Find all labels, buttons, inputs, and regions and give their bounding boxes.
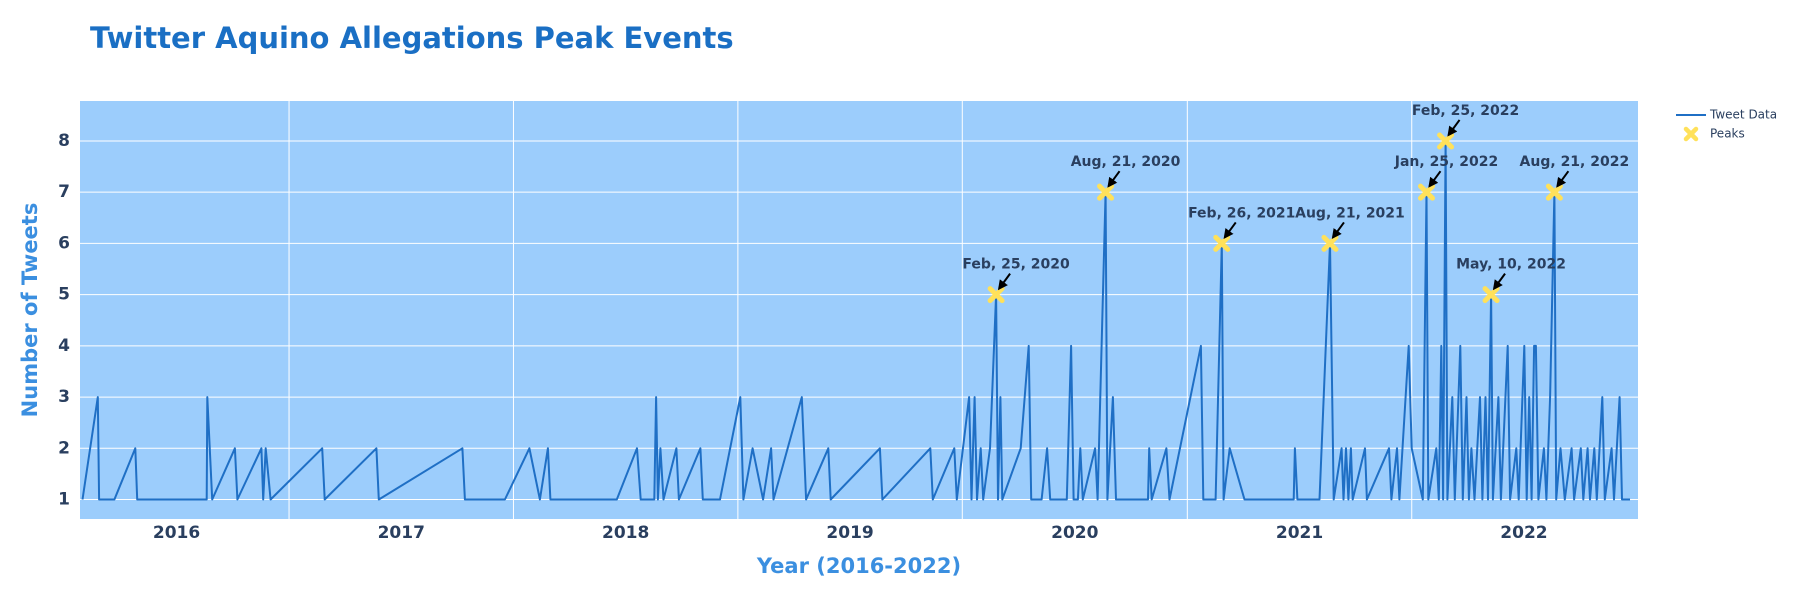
- peak-marker: [1437, 132, 1455, 150]
- y-axis-title: Number of Tweets: [18, 203, 42, 418]
- annotation-label: May, 10, 2022: [1456, 257, 1566, 273]
- peak-marker: [1321, 234, 1339, 252]
- legend-label: Tweet Data: [1709, 108, 1777, 122]
- annotation-arrow: [1556, 170, 1570, 188]
- tweet-line: [81, 140, 1630, 501]
- annotation-label: Aug, 21, 2021: [1295, 205, 1405, 221]
- y-tick-label: 2: [58, 438, 70, 458]
- annotation-label: Aug, 21, 2020: [1071, 154, 1181, 170]
- x-tick-label: 2020: [1051, 523, 1098, 543]
- y-tick-label: 6: [58, 233, 70, 253]
- peak-marker: [1213, 234, 1231, 252]
- y-tick-label: 7: [58, 182, 70, 202]
- annotation-arrow: [1331, 221, 1345, 240]
- x-tick-label: 2019: [826, 523, 873, 543]
- annotation-arrow: [1447, 119, 1461, 137]
- plot-background: [80, 101, 1638, 519]
- x-tick-label: 2017: [378, 523, 425, 543]
- x-axis-title: Year (2016-2022): [756, 554, 961, 578]
- y-tick-label: 8: [58, 131, 70, 151]
- x-tick-label: 2018: [602, 523, 649, 543]
- y-tick-label: 3: [58, 387, 70, 407]
- y-tick-label: 4: [58, 336, 70, 356]
- annotation-arrow: [997, 273, 1011, 291]
- peak-marker: [1545, 183, 1563, 201]
- annotation-label: Aug, 21, 2022: [1520, 154, 1630, 170]
- annotation-arrow: [1107, 170, 1121, 188]
- peak-marker: [1418, 183, 1435, 201]
- x-tick-label: 2016: [153, 523, 200, 543]
- annotation-arrow: [1428, 170, 1442, 188]
- peak-marker: [1482, 286, 1500, 304]
- annotation-label: Jan, 25, 2022: [1394, 154, 1498, 170]
- chart-title: Twitter Aquino Allegations Peak Events: [90, 21, 734, 55]
- annotation-arrow: [1492, 273, 1506, 291]
- peak-marker: [1097, 183, 1115, 201]
- x-tick-label: 2021: [1276, 523, 1323, 543]
- y-tick-label: 5: [58, 285, 70, 305]
- annotation-label: Feb, 25, 2020: [962, 257, 1070, 273]
- peak-marker: [987, 286, 1005, 304]
- legend-marker: [1683, 126, 1699, 142]
- annotation-label: Feb, 25, 2022: [1412, 103, 1519, 119]
- annotation-arrow: [1223, 221, 1237, 240]
- legend-label: Peaks: [1710, 127, 1745, 141]
- y-tick-label: 1: [58, 490, 70, 510]
- x-tick-label: 2022: [1500, 523, 1547, 543]
- annotation-label: Feb, 26, 2021: [1188, 205, 1295, 221]
